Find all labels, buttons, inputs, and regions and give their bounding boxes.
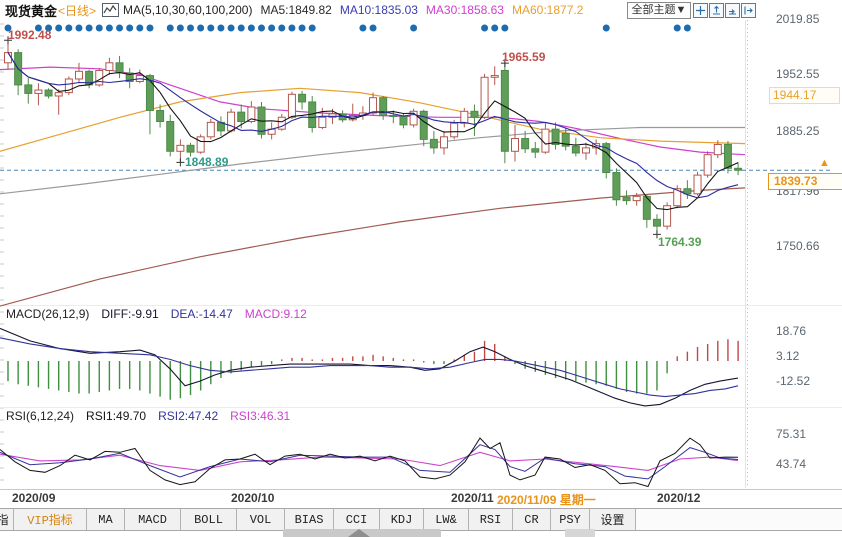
rsi2-value: RSI2:47.42 bbox=[158, 409, 219, 423]
macd-dea-value: DEA:-14.47 bbox=[170, 307, 233, 321]
candles-layer bbox=[4, 40, 743, 235]
indicator-tab-MACD[interactable]: MACD bbox=[125, 509, 181, 530]
date-axis-label: 2020/11 bbox=[451, 491, 494, 505]
ma60-value: MA60:1877.2 bbox=[511, 3, 584, 17]
macd-axis-tick: -12.52 bbox=[776, 374, 811, 388]
indicator-tab-LW[interactable]: LW& bbox=[424, 509, 469, 530]
rsi-axis-tick: 43.74 bbox=[776, 457, 807, 471]
reference-price-label: 1944.17 bbox=[769, 87, 840, 104]
theme-dropdown-button[interactable]: 全部主题▼ bbox=[627, 2, 691, 19]
price-axis-tick: 1750.66 bbox=[776, 239, 820, 253]
macd-params: MACD(26,12,9) bbox=[6, 307, 90, 321]
indicator-tab-BOLL[interactable]: BOLL bbox=[181, 509, 237, 530]
ma-line-MA100 bbox=[0, 126, 745, 195]
ma-line-MA200 bbox=[0, 187, 746, 307]
ma-settings-label: MA(5,10,30,60,100,200) bbox=[123, 3, 253, 17]
candlestick-chart-icon bbox=[102, 3, 120, 17]
macd-diff-value: DIFF:-9.91 bbox=[101, 307, 159, 321]
date-axis-label: 2020/10 bbox=[231, 491, 275, 505]
indicator-tab-PSY[interactable]: PSY bbox=[551, 509, 590, 530]
annotation-markers bbox=[4, 36, 661, 239]
rsi-params: RSI(6,12,24) bbox=[6, 409, 75, 423]
last-price-box: 1839.73 bbox=[768, 173, 842, 190]
ma-line-MA10 bbox=[7, 52, 739, 199]
price-axis-tick: 1885.25 bbox=[776, 124, 820, 138]
ma-line-MA60 bbox=[0, 87, 746, 152]
crosshair-tool-icon[interactable] bbox=[693, 3, 708, 18]
scrollbar-arrow-icon bbox=[348, 529, 370, 537]
macd-axis-tick: 18.76 bbox=[776, 324, 807, 338]
shift-right-icon[interactable] bbox=[741, 3, 756, 18]
indicator-tab-BIAS[interactable]: BIAS bbox=[285, 509, 334, 530]
ma10-value: MA10:1835.03 bbox=[339, 3, 418, 17]
indicator-tab-CR[interactable]: CR bbox=[513, 509, 551, 530]
indicator-tab-KDJ[interactable]: KDJ bbox=[380, 509, 424, 530]
rsi-header: RSI(6,12,24) RSI1:49.70 RSI2:47.42 RSI3:… bbox=[6, 409, 302, 423]
price-axis-tick: 1952.55 bbox=[776, 67, 820, 81]
scale-vertical-icon[interactable] bbox=[709, 3, 724, 18]
price-axis-tick: 2019.85 bbox=[776, 12, 820, 26]
indicator-tab-RSI[interactable]: RSI bbox=[469, 509, 513, 530]
rsi1-value: RSI1:49.70 bbox=[86, 409, 147, 423]
date-axis-label: 2020/12 bbox=[657, 491, 701, 505]
chart-header: 现货黄金 <日线> MA(5,10,30,60,100,200) MA5:1849… bbox=[5, 1, 583, 19]
ma-line-MA5 bbox=[7, 52, 739, 211]
macd-macd-value: MACD:9.12 bbox=[244, 307, 307, 321]
macd-axis-tick: 3.12 bbox=[776, 349, 800, 363]
date-axis-label: 2020/09 bbox=[12, 491, 56, 505]
rsi-axis-tick: 75.31 bbox=[776, 427, 807, 441]
macd-pane bbox=[0, 327, 739, 407]
rsi-pane bbox=[0, 437, 739, 488]
period-selector[interactable]: <日线> bbox=[58, 3, 97, 18]
low-price-annotation: 1764.39 bbox=[658, 235, 702, 249]
event-markers bbox=[4, 24, 691, 32]
low-price-annotation: 1848.89 bbox=[185, 155, 229, 169]
toolbar-filler bbox=[636, 509, 842, 530]
indicator-tab-CCI[interactable]: CCI bbox=[334, 509, 380, 530]
indicator-tab-partial[interactable]: 指 bbox=[0, 509, 14, 530]
ma30-value: MA30:1858.63 bbox=[425, 3, 504, 17]
high-price-annotation: 1992.48 bbox=[8, 28, 52, 42]
indicator-tab-[interactable]: 设置 bbox=[590, 509, 636, 530]
indicator-tab-MA[interactable]: MA bbox=[87, 509, 125, 530]
macd-header: MACD(26,12,9) DIFF:-9.91 DEA:-14.47 MACD… bbox=[6, 307, 319, 321]
high-price-annotation: 1965.59 bbox=[502, 50, 546, 64]
indicator-toolbar: 指 VIP指标MAMACDBOLLVOLBIASCCIKDJLW&RSICRPS… bbox=[0, 508, 842, 531]
symbol-name: 现货黄金 bbox=[5, 3, 58, 19]
scale-horizontal-icon[interactable] bbox=[725, 3, 740, 18]
chart-tool-buttons bbox=[693, 3, 756, 18]
crosshair-date-label: 2020/11/09 星期一 bbox=[497, 493, 596, 507]
indicator-tab-VOL[interactable]: VOL bbox=[237, 509, 285, 530]
rsi3-value: RSI3:46.31 bbox=[230, 409, 291, 423]
price-up-arrow-icon: ▲ bbox=[819, 157, 830, 169]
chart-frame bbox=[0, 20, 842, 490]
scrollbar-fragment[interactable] bbox=[565, 529, 595, 537]
indicator-tab-VIP[interactable]: VIP指标 bbox=[14, 509, 87, 530]
ma5-value: MA5:1849.82 bbox=[260, 3, 332, 17]
